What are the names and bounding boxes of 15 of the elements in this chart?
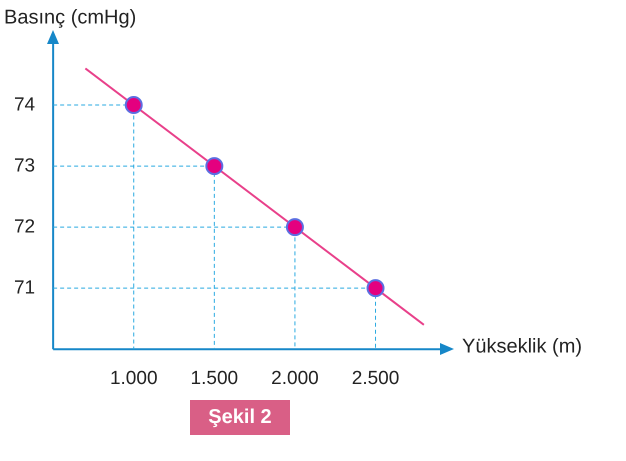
point — [366, 279, 385, 298]
x-axis-title: Yükseklik (m) — [462, 336, 582, 358]
y-tick-label: 74 — [14, 94, 36, 116]
text: Şekil 2 — [190, 400, 290, 435]
x-tick-label: 2.000 — [271, 368, 319, 389]
x-tick-label: 1.000 — [110, 368, 158, 389]
x-tick-label: 2.500 — [352, 368, 400, 389]
y-axis-title: Basınç (cmHg) — [4, 6, 136, 29]
point — [205, 157, 224, 176]
point — [286, 218, 304, 236]
y-tick-label: 72 — [14, 216, 36, 238]
y-tick-label: 73 — [14, 155, 36, 176]
point — [124, 96, 143, 114]
y-tick-label: 71 — [14, 277, 36, 298]
x-tick-label: 1.500 — [190, 368, 238, 389]
